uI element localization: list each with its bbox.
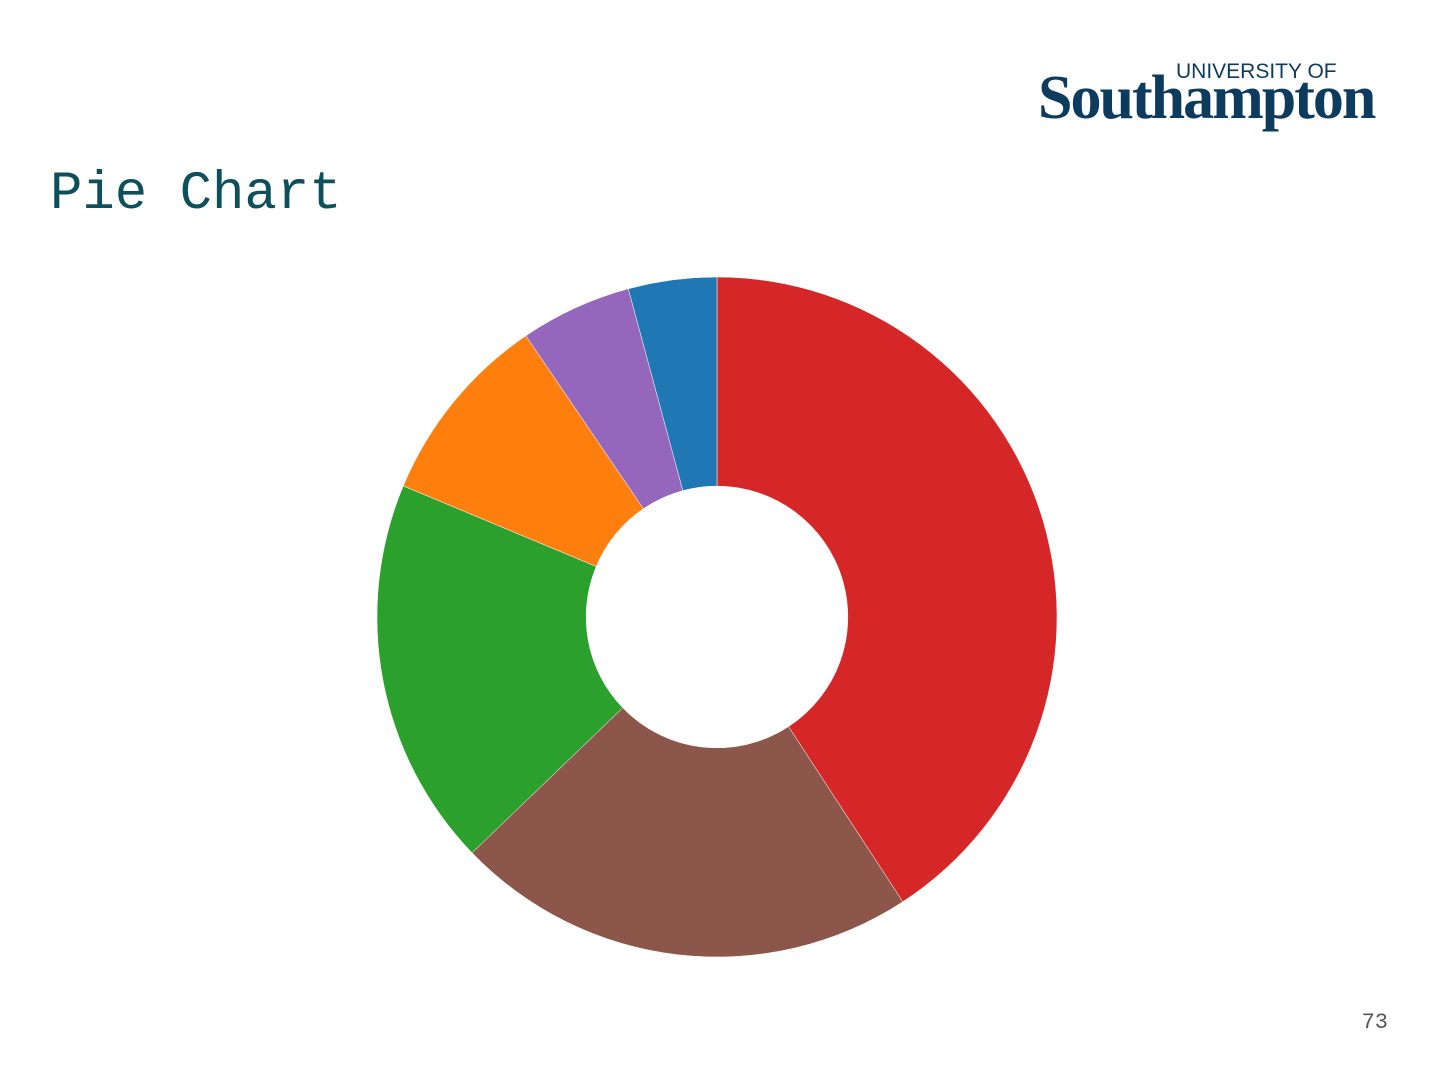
donut-chart — [376, 276, 1058, 958]
slice — [628, 276, 718, 491]
logo-line2: Southampton — [1038, 64, 1376, 132]
slice — [471, 707, 904, 958]
slice — [716, 276, 1058, 903]
logo-line1: UNIVERSITY OF — [1176, 60, 1337, 83]
slice — [376, 485, 624, 854]
page-number: 73 — [1362, 1010, 1388, 1035]
chart-title: Pie Chart — [50, 164, 342, 225]
slice — [402, 335, 644, 567]
